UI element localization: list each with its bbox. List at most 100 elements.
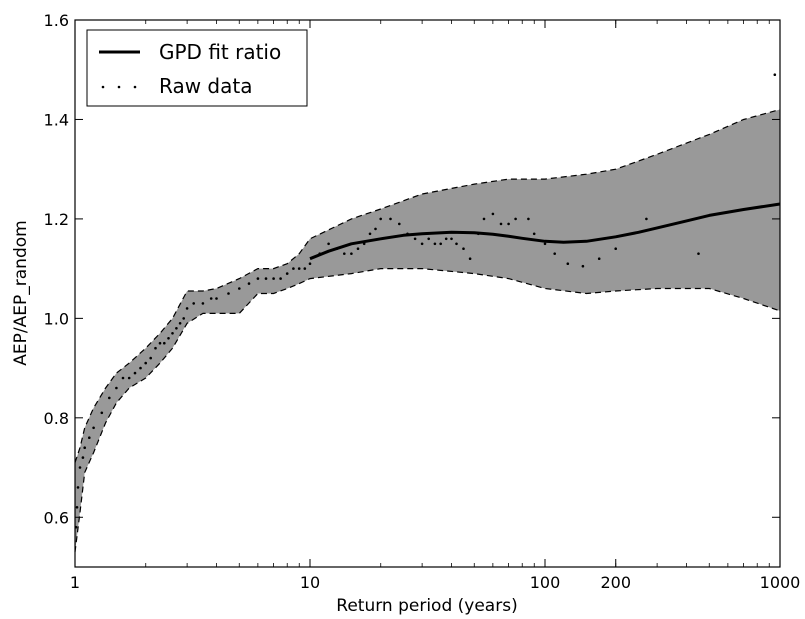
raw-data-point [149, 356, 152, 360]
raw-data-point [133, 371, 137, 375]
raw-data-point [121, 376, 125, 380]
raw-data-point [343, 252, 346, 255]
raw-data-point [308, 262, 312, 266]
raw-data-point [581, 264, 585, 268]
raw-data-point [450, 237, 453, 241]
raw-data-point [356, 247, 360, 250]
plot-area [74, 73, 781, 553]
y-tick-label: 0.6 [44, 508, 69, 527]
raw-data-point [167, 337, 170, 340]
raw-data-point [362, 242, 366, 246]
raw-data-point [163, 341, 166, 345]
legend: GPD fit ratio Raw data [86, 29, 308, 107]
x-tick-label: 200 [600, 573, 631, 592]
raw-data-point [368, 232, 372, 236]
raw-data-point [144, 361, 147, 365]
y-tick-label: 1.0 [44, 309, 69, 328]
raw-data-point [185, 307, 189, 310]
legend-box [86, 29, 308, 107]
raw-data-point [215, 297, 218, 300]
raw-data-point [444, 237, 448, 241]
x-axis-title: Return period (years) [336, 596, 517, 616]
raw-data-point [279, 277, 282, 280]
raw-data-point [171, 332, 174, 335]
raw-data-point [335, 247, 339, 250]
plot-frame [74, 19, 781, 568]
raw-data-point [482, 217, 486, 221]
raw-data-point [697, 252, 700, 255]
raw-data-point [182, 317, 185, 320]
raw-data-point [108, 396, 111, 400]
raw-data-point [158, 341, 162, 345]
raw-data-point [209, 297, 213, 300]
raw-data-point [455, 242, 458, 246]
raw-data-point [499, 222, 503, 226]
raw-data-point [614, 247, 617, 250]
y-tick-label: 1.2 [44, 210, 69, 229]
raw-data-point [406, 232, 409, 236]
raw-data-point [78, 466, 82, 469]
raw-data-point [527, 217, 530, 221]
raw-data-point [92, 426, 95, 430]
raw-data-point [139, 366, 142, 370]
raw-data-point [462, 247, 465, 250]
raw-data-point [420, 242, 424, 246]
raw-data-point [192, 302, 195, 305]
raw-data-point [76, 486, 80, 489]
raw-data-point [543, 242, 547, 246]
raw-data-point [433, 242, 437, 246]
upper-bound-line [74, 108, 781, 463]
raw-data-point [389, 217, 392, 221]
y-axis-title: AEP/AEP_random [11, 220, 31, 365]
y-tick-label: 1.4 [44, 110, 69, 129]
confidence-band [75, 109, 780, 553]
raw-data-point [773, 73, 777, 76]
raw-data-point [645, 217, 648, 221]
y-tick-label: 1.6 [44, 11, 69, 30]
x-tick-label: 1 [70, 573, 80, 592]
x-tick-label: 100 [530, 573, 561, 592]
x-tick-label: 10 [300, 573, 320, 592]
raw-data-point [514, 217, 517, 221]
raw-data-point [374, 227, 377, 231]
legend-dot-swatch [117, 85, 121, 89]
raw-data-point [127, 376, 131, 380]
raw-data-point [227, 292, 230, 295]
raw-data-point [427, 237, 431, 241]
lower-bound-line [74, 268, 781, 553]
raw-data-point [297, 267, 301, 270]
raw-data-point [398, 222, 401, 226]
raw-data-point [75, 506, 79, 509]
legend-dot-swatch [133, 85, 137, 89]
raw-data-point [597, 257, 601, 261]
raw-data-point [439, 242, 443, 246]
raw-data-point [115, 386, 118, 390]
raw-data-point [318, 252, 322, 255]
raw-data-point [175, 327, 178, 330]
series-line-gpd-fit-ratio [309, 202, 781, 261]
raw-data-point [256, 277, 260, 280]
raw-data-point [553, 252, 556, 255]
raw-data-point [303, 267, 307, 270]
raw-data-point [566, 262, 570, 266]
raw-data-point [238, 287, 241, 290]
raw-data-point [507, 222, 510, 226]
legend-dot-swatch [101, 85, 105, 89]
raw-data-point [491, 212, 495, 216]
raw-data-point [272, 277, 275, 280]
raw-data-point [477, 232, 480, 236]
raw-data-point [413, 237, 417, 241]
raw-data-point [532, 232, 536, 236]
raw-data-point [81, 456, 85, 459]
raw-data-point [201, 302, 205, 305]
raw-data-point [292, 267, 295, 270]
axis-ticks: 1 10 100 200 1000 0.6 0.8 1.0 1.2 1.4 1.6 [44, 11, 801, 592]
raw-data-point [88, 436, 91, 440]
raw-data-point [247, 282, 251, 285]
raw-data-point [100, 411, 104, 415]
raw-data-point [350, 252, 353, 255]
raw-data-point [285, 272, 289, 275]
raw-data-point [83, 446, 86, 450]
raw-data-point [468, 257, 472, 261]
